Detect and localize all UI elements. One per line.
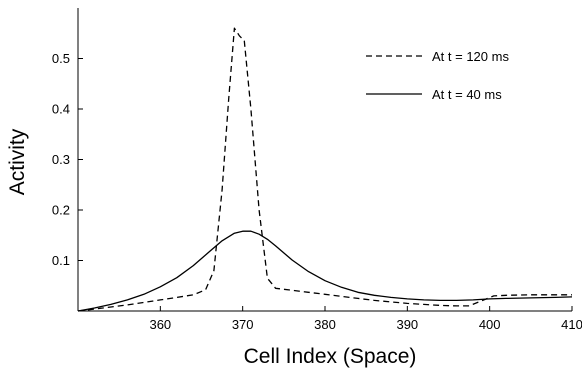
series-layer — [77, 27, 573, 312]
y-tick-label: 0.2 — [52, 203, 70, 218]
x-tick-label: 390 — [396, 317, 418, 332]
y-tick-label: 0.4 — [52, 102, 70, 117]
legend-label: At t = 120 ms — [432, 49, 509, 64]
x-tick-label: 400 — [479, 317, 501, 332]
x-axis-title: Cell Index (Space) — [244, 345, 417, 368]
x-tick-label: 410 — [561, 317, 582, 332]
y-tick-label: 0.5 — [52, 51, 70, 66]
x-tick-label: 370 — [232, 317, 254, 332]
series-line-t120 — [77, 27, 572, 312]
y-tick-label: 0.3 — [52, 152, 70, 167]
legend: At t = 120 ms At t = 40 ms — [366, 49, 509, 102]
x-axis-ticks: 360 370 380 390 400 410 — [149, 306, 582, 332]
legend-label: At t = 40 ms — [432, 87, 502, 102]
series-line-t40 — [77, 230, 573, 312]
x-tick-label: 380 — [314, 317, 336, 332]
y-axis-ticks: 0.1 0.2 0.3 0.4 0.5 — [52, 51, 83, 268]
y-tick-label: 0.1 — [52, 253, 70, 268]
x-tick-label: 360 — [149, 317, 171, 332]
y-axis-title: Activity — [6, 128, 29, 195]
